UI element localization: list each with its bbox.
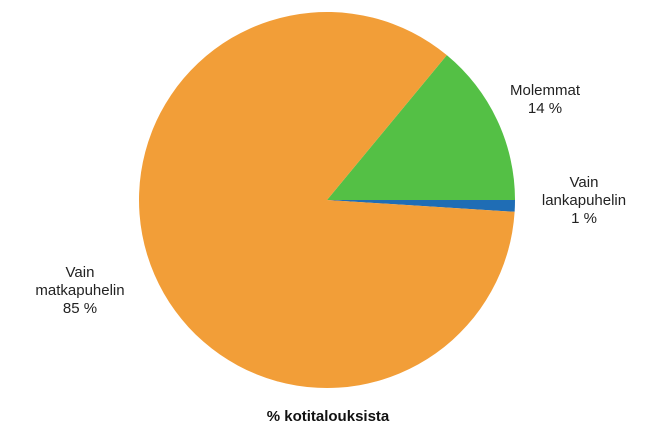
slice-label: Molemmat 14 % xyxy=(495,82,595,118)
category-label: Vain lankapuhelin xyxy=(541,174,627,209)
slice-label: Vain lankapuhelin 1 % xyxy=(538,174,630,228)
pie-slice xyxy=(327,55,515,200)
value-label: 14 % xyxy=(527,100,563,117)
category-label: Vain matkapuhelin xyxy=(35,264,125,299)
value-label: 1 % xyxy=(571,210,597,227)
slice-label: Vain matkapuhelin 85 % xyxy=(32,264,128,318)
value-label: 85 % xyxy=(62,300,98,317)
pie-slice xyxy=(138,11,515,388)
category-label: Molemmat xyxy=(509,82,580,99)
chart-title: % kotitalouksista xyxy=(266,408,390,425)
pie-slice xyxy=(327,200,515,212)
